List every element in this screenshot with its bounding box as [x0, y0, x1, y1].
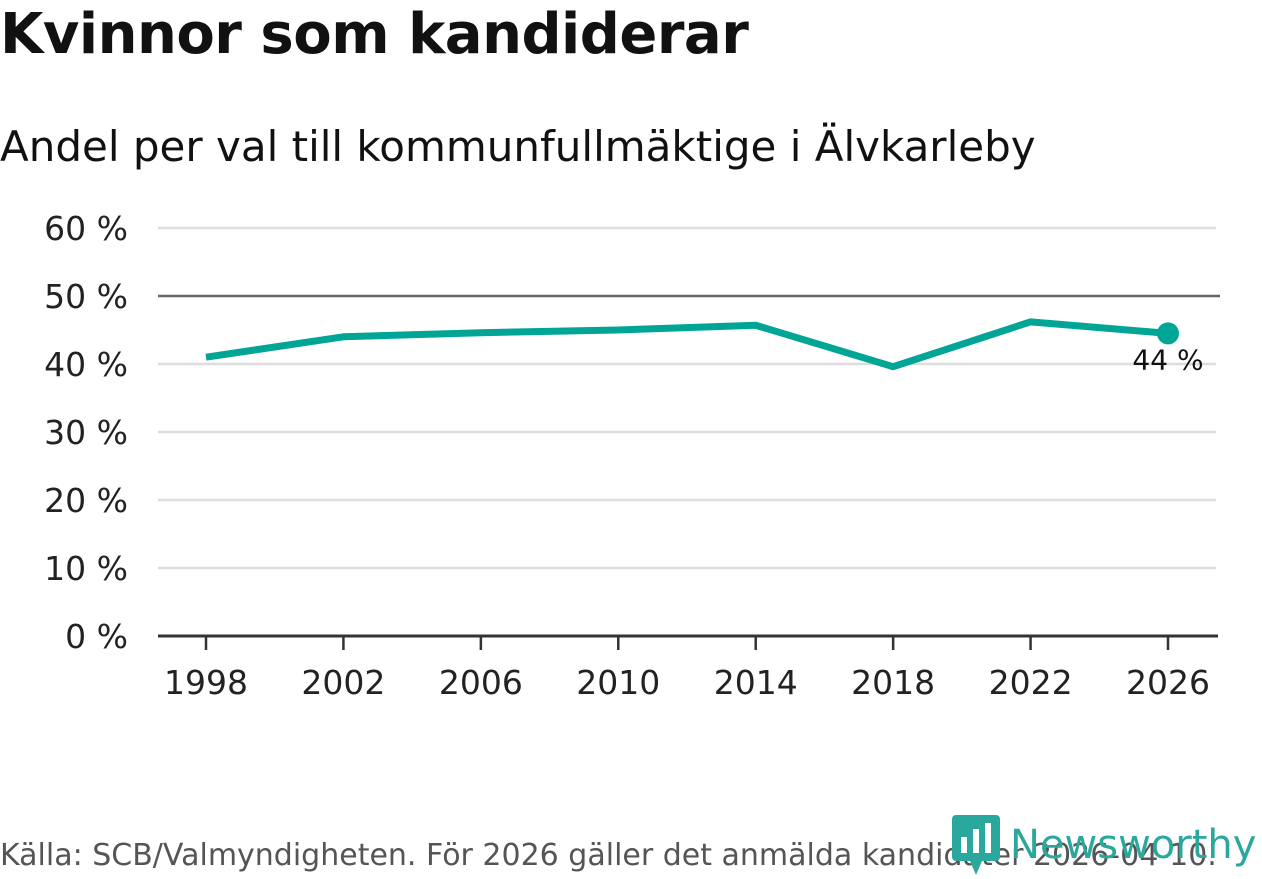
newsworthy-logo-icon	[952, 815, 1000, 875]
x-tick-label: 2014	[714, 663, 798, 702]
last-point-label: 44 %	[1132, 343, 1203, 376]
x-tick-label: 2026	[1126, 663, 1210, 702]
x-tick-label: 2018	[851, 663, 935, 702]
x-tick-label: 1998	[164, 663, 248, 702]
y-tick-label: 10 %	[44, 549, 128, 588]
source-note: Källa: SCB/Valmyndigheten. För 2026 gäll…	[0, 838, 1217, 873]
last-point-marker	[1157, 322, 1179, 345]
y-tick-label: 0 %	[65, 617, 128, 656]
series-line	[205, 318, 1169, 371]
y-tick-label: 20 %	[44, 481, 128, 520]
y-tick-label: 50 %	[44, 277, 128, 316]
chart-subtitle: Andel per val till kommunfullmäktige i Ä…	[0, 122, 1036, 171]
y-tick-label: 30 %	[44, 413, 128, 452]
x-tick-label: 2002	[301, 663, 385, 702]
brand-logo: Newsworthy	[952, 815, 1256, 875]
chart-title: Kvinnor som kandiderar	[0, 2, 749, 67]
brand-name: Newsworthy	[1010, 822, 1257, 868]
x-tick-label: 2022	[989, 663, 1073, 702]
y-tick-label: 40 %	[44, 345, 128, 384]
x-tick-label: 2006	[439, 663, 523, 702]
x-tick-label: 2010	[576, 663, 660, 702]
y-tick-label: 60 %	[44, 209, 128, 248]
